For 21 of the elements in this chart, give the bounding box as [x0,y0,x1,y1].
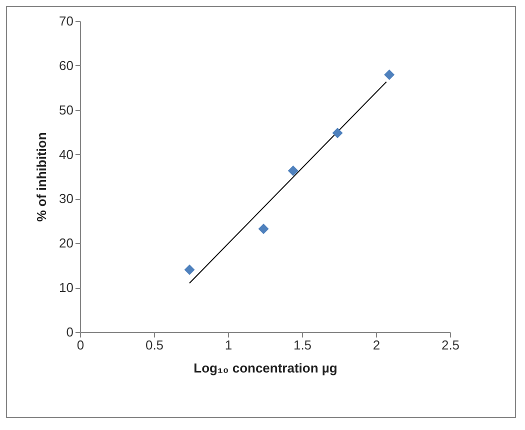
x-tick-label: 1 [224,338,232,352]
point [258,224,269,234]
y-tick-label: 60 [59,58,74,73]
x-tick-label: 0 [76,338,84,352]
y-tick-label: 20 [59,236,74,251]
y-axis-title: % of inhibition [34,132,50,222]
y-tick-label: 50 [59,102,74,118]
y-tick-label: 30 [59,191,74,206]
x-tick-label: 1.5 [293,338,312,352]
point [288,165,298,176]
y-tick-label: 0 [66,324,74,340]
x-tick-label: 2.5 [441,338,460,352]
x-axis-title: Log₁₀ concentration µg [194,360,338,376]
x-tick-label: 0.5 [145,338,164,352]
point [184,264,195,276]
point [384,70,395,80]
point [332,128,343,138]
y-tick-label: 40 [59,146,74,162]
y-tick-label: 10 [59,280,74,296]
x-tick-label: 2 [372,338,380,352]
y-tick-label: 70 [59,14,74,28]
